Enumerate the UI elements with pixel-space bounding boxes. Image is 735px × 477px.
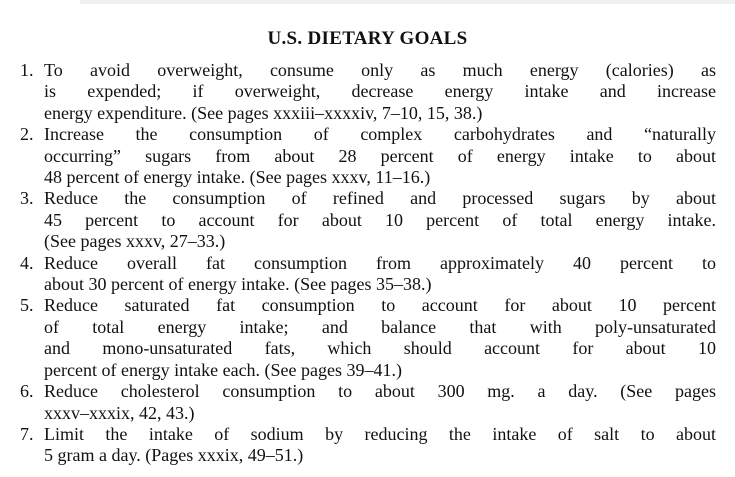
goal-text-line: Reduce overall fat consumption from appr…: [44, 252, 716, 273]
goals-list: 1. To avoid overweight, consume only as m…: [20, 60, 716, 467]
goal-text-line: occurring” sugars from about 28 percent …: [44, 145, 716, 166]
goal-text-line: of total energy intake; and balance that…: [44, 316, 716, 337]
goal-text-line: Reduce the consumption of refined and pr…: [44, 188, 716, 209]
goal-number: 6.: [20, 381, 34, 402]
goal-text-line: percent of energy intake each. (See page…: [44, 359, 403, 380]
goal-text-line: Increase the consumption of complex carb…: [44, 124, 716, 145]
goal-text-line: To avoid overweight, consume only as muc…: [44, 60, 716, 80]
goal-text-line: xxxv–xxxix, 42, 43.): [44, 402, 195, 423]
goal-item: 7. Limit the intake of sodium by reducing…: [20, 424, 716, 467]
goal-text-line: 5 gram a day. (Pages xxxix, 49–51.): [44, 445, 304, 466]
goal-item: 2. Increase the consumption of complex ca…: [20, 124, 716, 188]
goal-text-line: 45 percent to account for about 10 perce…: [44, 209, 716, 230]
goal-number: 3.: [20, 188, 34, 209]
goal-text-line: about 30 percent of energy intake. (See …: [44, 274, 432, 295]
goal-text-line: (See pages xxxv, 27–33.): [44, 231, 226, 252]
goal-item: 6. Reduce cholesterol consumption to abou…: [20, 381, 716, 424]
goal-number: 1.: [20, 60, 34, 80]
goal-number: 5.: [20, 295, 34, 316]
goal-text-line: 48 percent of energy intake. (See pages …: [44, 167, 431, 188]
goal-item: 3. Reduce the consumption of refined and …: [20, 188, 716, 252]
goal-text-line: and mono-unsaturated fats, which should …: [44, 338, 716, 359]
goal-item: 5. Reduce saturated fat consumption to ac…: [20, 295, 716, 381]
goal-item: 1. To avoid overweight, consume only as m…: [20, 60, 716, 124]
goal-text-line: is expended; if overweight, decrease ene…: [44, 81, 716, 102]
goal-text-line: energy expenditure. (See pages xxxiii–xx…: [44, 102, 483, 123]
goal-number: 7.: [20, 423, 34, 444]
goal-text-line: Reduce saturated fat consumption to acco…: [44, 295, 716, 316]
goal-item: 4. Reduce overall fat consumption from ap…: [20, 253, 716, 296]
goal-number: 4.: [20, 252, 34, 273]
goal-text-line: Limit the intake of sodium by reducing t…: [44, 423, 716, 444]
top-scroll-bar: [80, 0, 735, 4]
page-title: U.S. DIETARY GOALS: [267, 28, 468, 49]
goal-number: 2.: [20, 124, 34, 145]
goal-text-line: Reduce cholesterol consumption to about …: [44, 381, 716, 402]
